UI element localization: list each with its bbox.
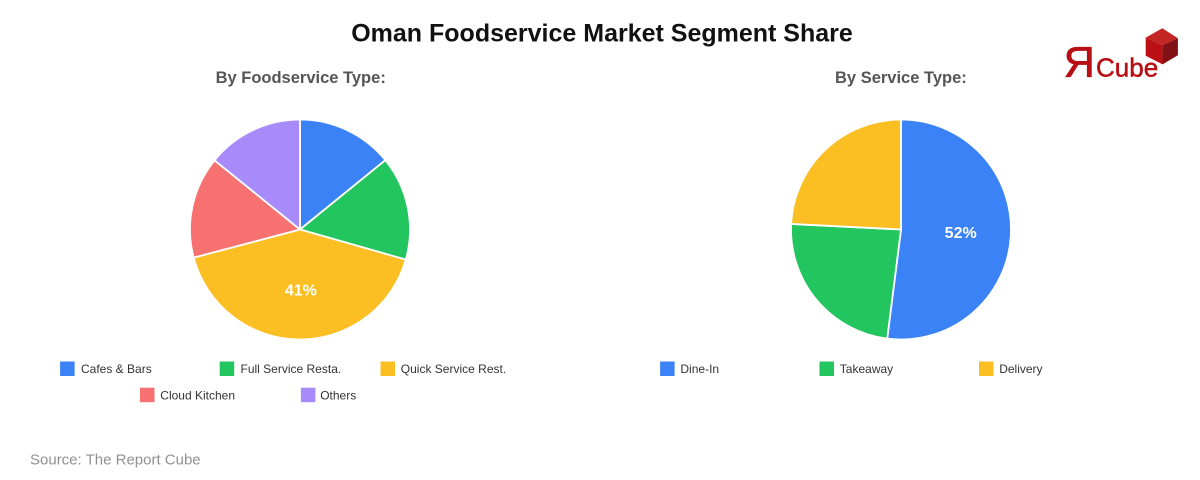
svg-text:Cafes & Bars: Cafes & Bars bbox=[81, 362, 152, 376]
svg-text:Dine-In: Dine-In bbox=[680, 362, 719, 376]
svg-text:Я: Я bbox=[1064, 39, 1095, 87]
svg-text:Cube: Cube bbox=[1096, 53, 1158, 83]
svg-text:52%: 52% bbox=[945, 225, 977, 242]
svg-text:Takeaway: Takeaway bbox=[840, 362, 893, 376]
svg-text:41%: 41% bbox=[285, 282, 317, 299]
svg-text:By Foodservice Type:: By Foodservice Type: bbox=[216, 69, 386, 87]
svg-text:Quick Service Rest.: Quick Service Rest. bbox=[401, 362, 506, 376]
svg-text:Source: The Report Cube: Source: The Report Cube bbox=[30, 452, 201, 469]
svg-text:Oman Foodservice Market Segmen: Oman Foodservice Market Segment Share bbox=[351, 19, 853, 47]
svg-text:Delivery: Delivery bbox=[999, 362, 1042, 376]
svg-text:By Service Type:: By Service Type: bbox=[835, 69, 967, 87]
svg-text:Cloud Kitchen: Cloud Kitchen bbox=[160, 388, 235, 402]
svg-text:Others: Others bbox=[320, 388, 356, 402]
svg-text:Full Service Resta.: Full Service Resta. bbox=[241, 362, 342, 376]
